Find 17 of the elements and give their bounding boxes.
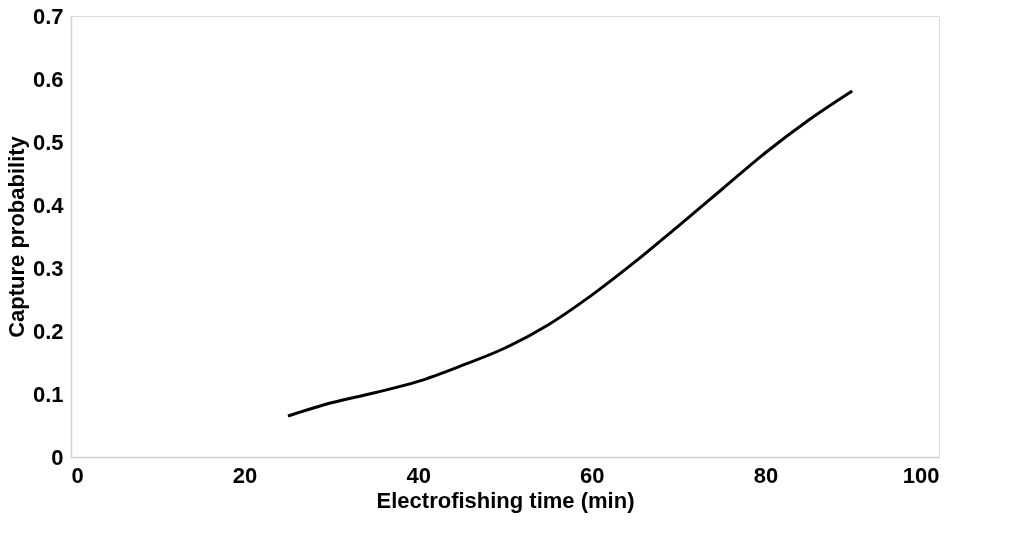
x-tick-label: 20 [232,462,258,488]
x-axis-title: Electrofishing time (min) [376,487,635,513]
y-tick-label: 0.2 [32,318,64,344]
y-tick-label: 0.6 [32,66,64,92]
x-tick-label: 60 [580,462,605,488]
y-tick-label: 0 [51,444,64,470]
x-tick-label: 0 [71,462,84,488]
x-tick-label: 100 [902,462,940,488]
y-tick-label: 0.4 [32,192,65,218]
line-series [286,89,854,418]
y-tick-label: 0.3 [32,255,64,281]
x-tick-label: 80 [753,462,779,488]
y-tick-label: 0.1 [32,381,64,407]
y-tick-label: 0.7 [32,3,64,29]
y-tick-label: 0.5 [32,129,64,155]
x-tick-label: 40 [406,462,431,488]
y-axis-title: Capture probability [3,135,29,338]
